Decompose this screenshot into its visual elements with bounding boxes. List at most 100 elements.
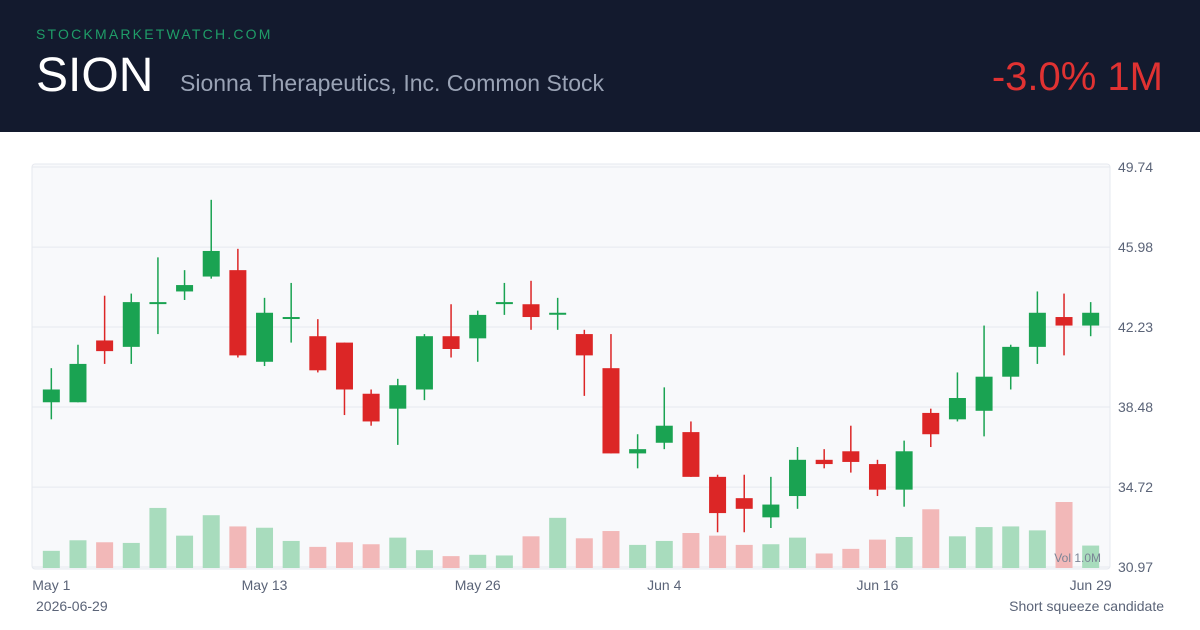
candle-body — [415, 336, 433, 390]
candle-body — [1082, 312, 1100, 326]
candle-body — [682, 432, 700, 477]
volume-bar — [602, 531, 620, 568]
x-tick-label: May 1 — [32, 577, 70, 593]
volume-bar — [735, 544, 753, 568]
volume-bar — [69, 540, 87, 568]
candle-body — [602, 368, 620, 454]
candle-body — [309, 336, 327, 371]
volume-bar — [469, 554, 487, 568]
volume-bar — [362, 544, 380, 568]
site-name[interactable]: STOCKMARKETWATCH.COM — [36, 26, 273, 42]
volume-bar — [42, 550, 60, 568]
candle-body — [575, 334, 593, 356]
candle-body — [96, 340, 114, 352]
volume-bar — [922, 509, 940, 568]
candle-body — [69, 363, 87, 403]
candles — [42, 199, 1100, 533]
volume-bar — [122, 542, 140, 568]
price-change: -3.0% 1M — [991, 55, 1163, 99]
candle-body — [389, 385, 407, 409]
candle-body — [868, 464, 886, 490]
candle-body — [176, 285, 194, 292]
candle-body — [522, 304, 540, 318]
volume-bar — [309, 546, 327, 568]
volume-bar — [815, 553, 833, 568]
candle-body — [762, 504, 780, 518]
volume-bar — [202, 515, 220, 568]
x-tick-label: Jun 4 — [647, 577, 681, 593]
volume-bars — [42, 502, 1100, 568]
volume-bar — [415, 550, 433, 568]
x-tick-label: Jun 29 — [1070, 577, 1112, 593]
candle-body — [122, 302, 140, 347]
y-tick-label: 30.97 — [1118, 559, 1153, 575]
volume-bar — [1002, 526, 1020, 568]
volume-bar — [176, 535, 194, 568]
candle-body — [948, 398, 966, 420]
volume-bar — [762, 544, 780, 568]
volume-bar — [389, 537, 407, 568]
volume-bar — [575, 538, 593, 568]
candle-body — [442, 336, 460, 349]
y-tick-label: 42.23 — [1118, 319, 1153, 335]
candle-body — [149, 302, 167, 305]
candle-body — [202, 250, 220, 277]
candle-body — [735, 498, 753, 509]
x-axis: May 1 May 13 May 26 Jun 4 Jun 16 Jun 29 — [32, 577, 1112, 593]
candle-body — [709, 476, 727, 514]
candle-body — [629, 449, 647, 454]
volume-bar — [629, 544, 647, 568]
candle-body — [975, 376, 993, 411]
candle-body — [842, 451, 860, 462]
candle-body — [789, 459, 807, 497]
candle-body — [469, 314, 487, 339]
candle-body — [282, 317, 300, 320]
volume-bar — [682, 533, 700, 568]
candle-body — [922, 412, 940, 435]
volume-bar — [522, 536, 540, 568]
volume-bar — [842, 548, 860, 568]
volume-bar — [868, 539, 886, 568]
footer-date: 2026-06-29 — [36, 598, 108, 614]
ticker-symbol: SION — [36, 49, 154, 102]
y-tick-label: 34.72 — [1118, 479, 1153, 495]
plot-background — [31, 163, 1111, 570]
volume-bar — [549, 517, 567, 568]
candle-body — [42, 389, 60, 403]
candle-body — [815, 459, 833, 465]
candle-body — [256, 312, 274, 362]
volume-bar — [96, 542, 114, 568]
volume-label: Vol 1.0M — [1054, 551, 1101, 565]
volume-bar — [229, 526, 247, 568]
y-tick-label: 49.74 — [1118, 159, 1153, 175]
candle-body — [1028, 312, 1046, 347]
x-tick-label: Jun 16 — [856, 577, 898, 593]
footer-note: Short squeeze candidate — [1009, 598, 1164, 614]
volume-bar — [149, 507, 167, 568]
volume-bar — [895, 536, 913, 568]
chart-area: 49.74 45.98 42.23 38.48 34.72 30.97 May 1 May … — [0, 132, 1200, 630]
header: STOCKMARKETWATCH.COM SION Sionna Therape… — [0, 0, 1200, 132]
volume-bar — [789, 537, 807, 568]
volume-bar — [948, 536, 966, 568]
candle-body — [1055, 317, 1073, 326]
volume-bar — [256, 527, 274, 568]
y-tick-label: 38.48 — [1118, 399, 1153, 415]
candle-body — [895, 451, 913, 490]
candle-body — [495, 302, 513, 305]
y-axis: 49.74 45.98 42.23 38.48 34.72 30.97 — [1118, 159, 1153, 575]
candle-body — [549, 312, 567, 315]
volume-bar — [495, 555, 513, 568]
x-tick-label: May 26 — [455, 577, 501, 593]
volume-bar — [1055, 502, 1073, 568]
volume-bar — [655, 540, 673, 568]
x-tick-label: May 13 — [242, 577, 288, 593]
candle-body — [362, 393, 380, 422]
candle-body — [655, 425, 673, 443]
volume-bar — [975, 527, 993, 568]
candle-body — [335, 342, 353, 390]
candle-body — [229, 270, 247, 356]
company-name: Sionna Therapeutics, Inc. Common Stock — [180, 70, 605, 96]
candle-body — [1002, 346, 1020, 377]
